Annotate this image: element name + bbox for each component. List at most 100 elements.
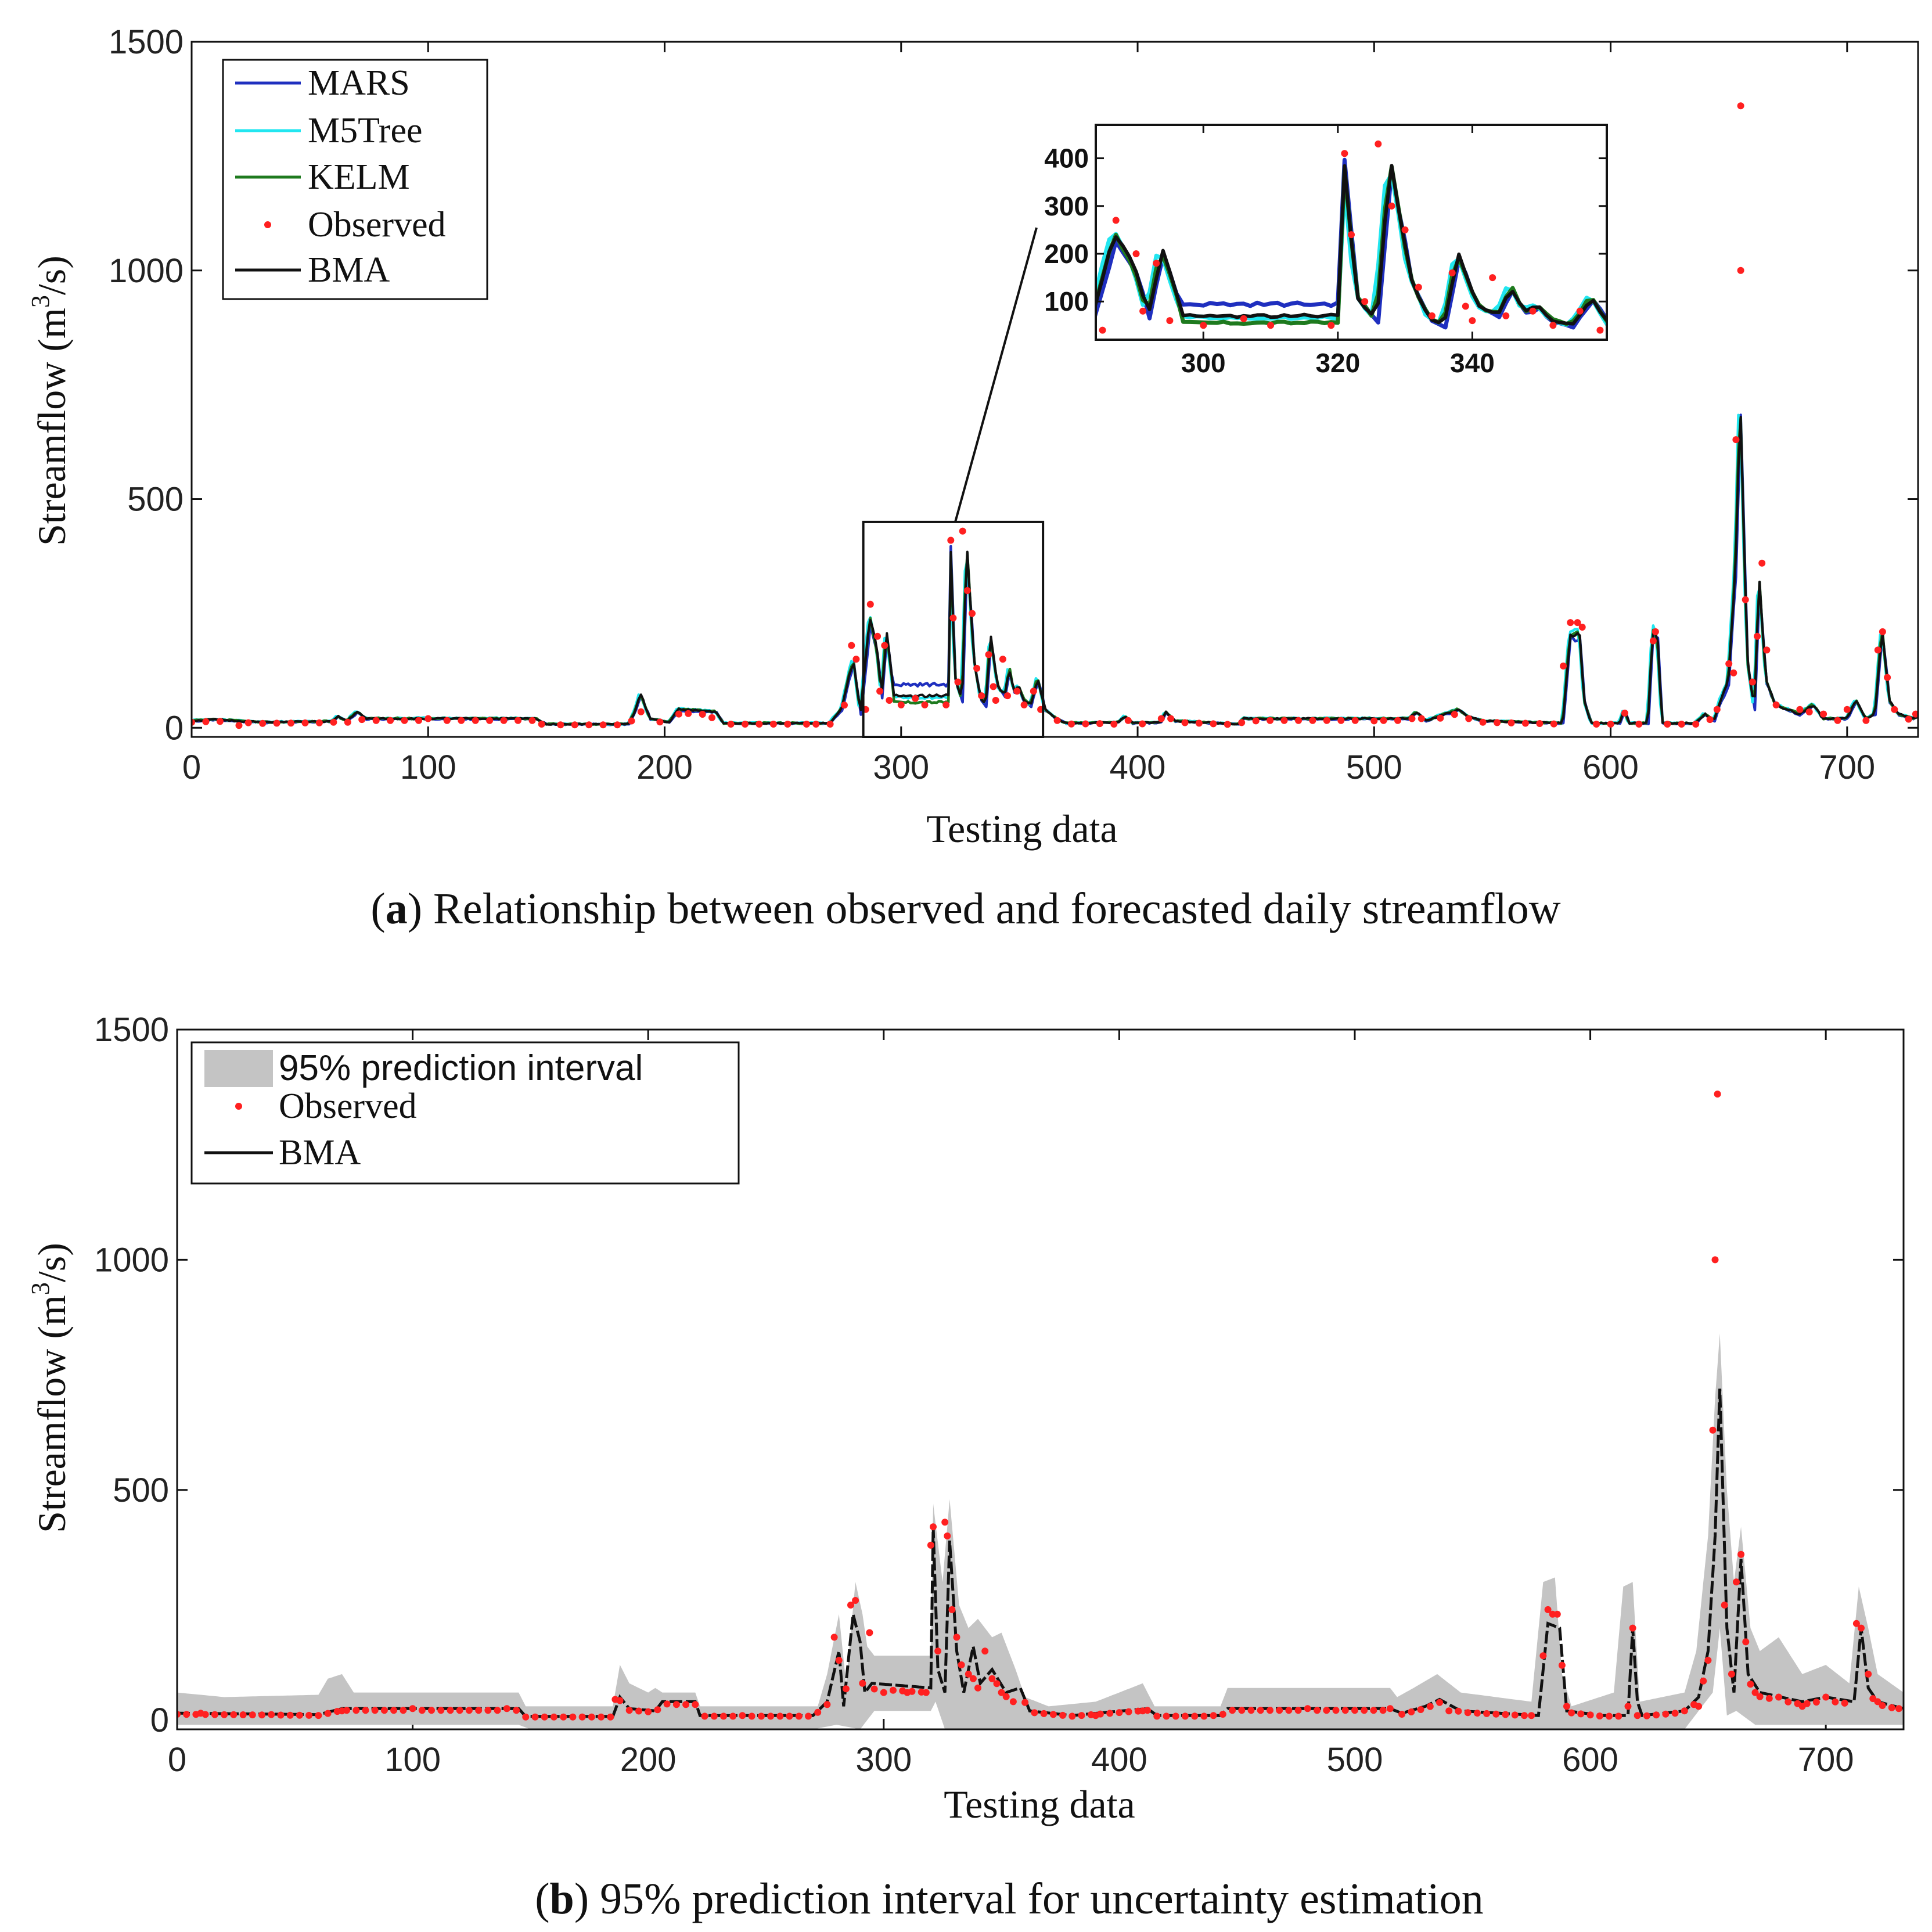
- inset-ytick-label: 300: [1044, 191, 1089, 221]
- inset-observed-point: [1462, 303, 1469, 310]
- legend-label-kelm: KELM: [308, 157, 410, 197]
- observed-point: [985, 651, 992, 659]
- inset-series: [1096, 157, 1607, 330]
- observed-point: [614, 721, 621, 729]
- observed-point: [371, 1707, 379, 1714]
- observed-point: [1763, 646, 1771, 654]
- observed-point: [1096, 1710, 1104, 1718]
- observed-point: [1578, 624, 1586, 631]
- b-ytick-label: 500: [113, 1472, 169, 1509]
- inset-observed-point: [1448, 269, 1456, 276]
- observed-point: [635, 1707, 642, 1715]
- observed-point: [503, 1705, 510, 1712]
- observed-point: [296, 1711, 303, 1719]
- observed-point: [1417, 1706, 1424, 1713]
- observed-point: [333, 1708, 341, 1715]
- observed-point: [786, 1712, 793, 1720]
- observed-point: [1465, 715, 1473, 722]
- observed-point: [1606, 1712, 1613, 1720]
- observed-point: [1765, 1694, 1773, 1702]
- inset-xtick-label: 340: [1450, 348, 1495, 378]
- observed-point: [1732, 436, 1740, 444]
- observed-point: [1803, 1700, 1811, 1707]
- b-xtick-label: 0: [168, 1741, 186, 1779]
- observed-point: [1758, 559, 1766, 567]
- observed-point: [1009, 1698, 1017, 1706]
- observed-point: [486, 717, 494, 724]
- observed-point: [1436, 1699, 1443, 1706]
- observed-point: [1862, 717, 1870, 724]
- observed-point: [372, 717, 380, 724]
- observed-point: [447, 1707, 454, 1714]
- observed-point: [876, 688, 884, 695]
- observed-point: [1511, 1711, 1519, 1719]
- observed-point: [1560, 662, 1567, 670]
- observed-point: [1219, 1711, 1226, 1718]
- inset-observed-points: [1099, 140, 1604, 334]
- b-xtick-label: 400: [1091, 1741, 1147, 1779]
- observed-point: [428, 1707, 435, 1714]
- observed-point: [908, 1688, 916, 1695]
- observed-point: [1521, 1712, 1528, 1719]
- observed-point: [1380, 717, 1387, 724]
- b-xtick-label: 300: [855, 1741, 912, 1779]
- observed-point: [841, 701, 848, 709]
- observed-point: [1323, 1707, 1330, 1714]
- observed-point: [890, 1686, 897, 1694]
- observed-point: [1884, 674, 1891, 681]
- legend-swatch-interval: [204, 1050, 273, 1087]
- observed-point: [1563, 1703, 1570, 1710]
- legend-label-interval: 95% prediction interval: [279, 1048, 643, 1088]
- panel-b-y-ticks: 0 500 1000 1500: [94, 1011, 1904, 1739]
- observed-point: [795, 1712, 803, 1720]
- observed-point: [930, 1523, 937, 1531]
- observed-point: [1398, 1711, 1406, 1718]
- bma-line: [177, 1388, 1904, 1718]
- observed-point: [682, 1701, 690, 1708]
- observed-point: [305, 1711, 313, 1719]
- observed-point: [784, 721, 791, 728]
- observed-point: [1285, 1707, 1293, 1714]
- observed-point: [607, 1713, 614, 1721]
- observed-point: [401, 717, 408, 724]
- observed-point: [1157, 715, 1165, 722]
- observed-point: [1664, 721, 1671, 728]
- panel-a-x-axis-label: Testing data: [926, 807, 1117, 851]
- observed-point: [202, 718, 210, 725]
- observed-point: [424, 715, 432, 722]
- observed-point: [963, 587, 971, 594]
- observed-point: [494, 1707, 501, 1714]
- observed-point: [969, 1675, 977, 1682]
- observed-point: [767, 1712, 775, 1720]
- observed-point: [1869, 1695, 1877, 1703]
- observed-point: [805, 1712, 812, 1720]
- observed-point: [993, 1680, 1001, 1688]
- inset-observed-point: [1596, 326, 1604, 334]
- observed-point: [1772, 701, 1780, 708]
- observed-point: [1852, 1620, 1860, 1627]
- panel-a-inset: 100 200 300 400 300 320 340: [1044, 124, 1608, 378]
- observed-point: [315, 719, 323, 726]
- observed-point: [874, 632, 882, 640]
- observed-point: [1704, 1657, 1712, 1664]
- observed-point: [1843, 706, 1851, 713]
- observed-point: [1195, 719, 1203, 727]
- b-xtick-label: 100: [384, 1741, 441, 1779]
- observed-point: [1737, 102, 1744, 110]
- observed-point: [362, 1707, 369, 1714]
- observed-point: [998, 1689, 1005, 1696]
- observed-point: [1652, 628, 1659, 635]
- observed-point: [675, 710, 682, 718]
- observed-point: [500, 717, 508, 724]
- observed-point: [656, 718, 664, 726]
- observed-point: [949, 614, 957, 622]
- observed-point: [1021, 1699, 1029, 1706]
- observed-point: [1191, 1712, 1199, 1720]
- observed-point: [1858, 1624, 1865, 1632]
- observed-point: [216, 718, 224, 725]
- panel-b-caption: (b) 95% prediction interval for uncertai…: [535, 1875, 1484, 1923]
- observed-point: [1276, 1707, 1283, 1714]
- observed-point: [598, 1713, 605, 1721]
- observed-point: [409, 1705, 416, 1712]
- panel-b-x-ticks: 0 100 200 300 400 500 600 700: [168, 1030, 1854, 1779]
